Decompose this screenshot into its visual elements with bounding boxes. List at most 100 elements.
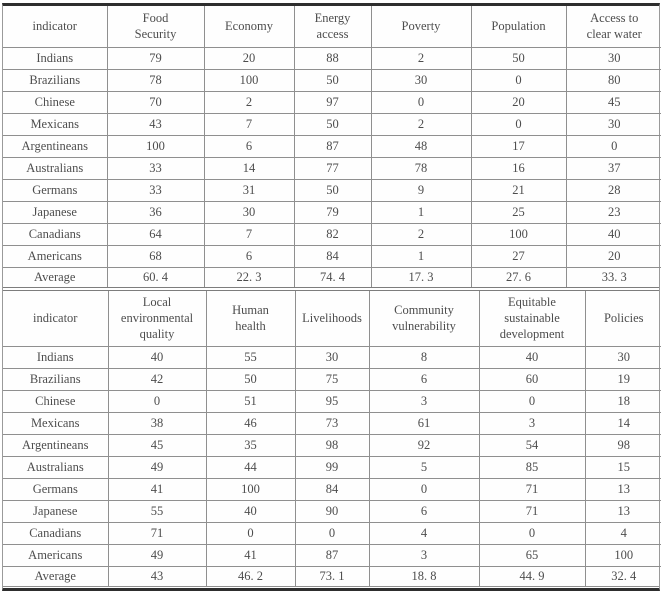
header-cell-indicator: indicator	[2, 290, 109, 347]
table-row: Indians 79 20 88 2 50 30	[2, 46, 661, 70]
value-cell: 55	[107, 499, 207, 523]
value-cell: 64	[106, 222, 205, 246]
value-cell: 49	[107, 543, 207, 567]
average-row: Average 60. 4 22. 3 74. 4 17. 3 27. 6 33. 3	[2, 266, 661, 288]
value-cell: 40	[205, 499, 296, 523]
value-cell: 31	[203, 178, 295, 202]
value-cell: 9	[370, 178, 472, 202]
value-cell: 30	[370, 68, 472, 92]
value-cell: 95	[294, 389, 370, 413]
header-cell: Food Security	[106, 5, 205, 48]
row-label: Americans	[2, 244, 108, 268]
value-cell: 19	[584, 367, 661, 391]
value-cell: 18	[584, 389, 661, 413]
value-cell: 73	[294, 411, 370, 435]
value-cell: 3	[368, 543, 480, 567]
value-cell: 13	[584, 499, 661, 523]
value-cell: 3	[368, 389, 480, 413]
value-cell: 100	[106, 134, 205, 158]
row-label: Australians	[2, 455, 109, 479]
value-cell: 82	[293, 222, 372, 246]
value-cell: 98	[584, 433, 661, 457]
header-cell: Human health	[205, 290, 296, 347]
value-cell: 20	[565, 244, 661, 268]
value-cell: 35	[205, 433, 296, 457]
row-label: Brazilians	[2, 68, 108, 92]
value-cell: 99	[294, 455, 370, 479]
table-row: Americans 68 6 84 1 27 20	[2, 244, 661, 268]
header-row: indicator Food Security Economy Energy acce…	[2, 5, 661, 48]
value-cell: 30	[294, 345, 370, 369]
value-cell: 84	[293, 244, 372, 268]
value-cell: 14	[584, 411, 661, 435]
header-cell: Local environmental quality	[107, 290, 207, 347]
indicator-table-part-1: indicator Food Security Economy Energy acce…	[2, 5, 661, 288]
header-cell: Population	[470, 5, 567, 48]
average-row: Average 43 46. 2 73. 1 18. 8 44. 9 32. 4	[2, 565, 661, 587]
value-cell: 0	[478, 389, 586, 413]
value-cell: 8	[368, 345, 480, 369]
value-cell: 50	[293, 178, 372, 202]
value-cell: 0	[370, 90, 472, 114]
value-cell: 79	[293, 200, 372, 224]
indicator-table-part-2: indicator Local environmental quality Huma…	[2, 290, 661, 587]
value-cell: 71	[107, 521, 207, 545]
row-label: Mexicans	[2, 112, 108, 136]
value-cell: 6	[203, 134, 295, 158]
header-cell: Policies	[584, 290, 661, 347]
value-cell: 22. 3	[203, 266, 295, 288]
indicator-tables-sheet: indicator Food Security Economy Energy acce…	[2, 3, 661, 591]
value-cell: 28	[565, 178, 661, 202]
row-label: Argentineans	[2, 433, 109, 457]
value-cell: 50	[205, 367, 296, 391]
value-cell: 4	[584, 521, 661, 545]
value-cell: 71	[478, 477, 586, 501]
table-row: Chinese 70 2 97 0 20 45	[2, 90, 661, 114]
row-label: Australians	[2, 156, 108, 180]
value-cell: 100	[584, 543, 661, 567]
row-label: Canadians	[2, 521, 109, 545]
value-cell: 6	[368, 367, 480, 391]
table-row: Japanese 36 30 79 1 25 23	[2, 200, 661, 224]
value-cell: 44	[205, 455, 296, 479]
value-cell: 100	[205, 477, 296, 501]
value-cell: 0	[107, 389, 207, 413]
value-cell: 84	[294, 477, 370, 501]
value-cell: 88	[293, 46, 372, 70]
value-cell: 20	[470, 90, 567, 114]
value-cell: 0	[565, 134, 661, 158]
value-cell: 18. 8	[368, 565, 480, 587]
value-cell: 17. 3	[370, 266, 472, 288]
value-cell: 37	[565, 156, 661, 180]
value-cell: 36	[106, 200, 205, 224]
value-cell: 42	[107, 367, 207, 391]
value-cell: 70	[106, 90, 205, 114]
value-cell: 54	[478, 433, 586, 457]
value-cell: 30	[565, 112, 661, 136]
value-cell: 100	[203, 68, 295, 92]
value-cell: 50	[293, 68, 372, 92]
value-cell: 30	[565, 46, 661, 70]
value-cell: 0	[478, 521, 586, 545]
value-cell: 13	[584, 477, 661, 501]
row-label: Average	[2, 266, 108, 288]
value-cell: 0	[294, 521, 370, 545]
row-label: Chinese	[2, 389, 109, 413]
value-cell: 33. 3	[565, 266, 661, 288]
header-cell: Energy access	[293, 5, 372, 48]
table-row: Germans 41 100 84 0 71 13	[2, 477, 661, 501]
table-row: Canadians 71 0 0 4 0 4	[2, 521, 661, 545]
value-cell: 27	[470, 244, 567, 268]
table-row: Canadians 64 7 82 2 100 40	[2, 222, 661, 246]
value-cell: 46	[205, 411, 296, 435]
value-cell: 40	[107, 345, 207, 369]
value-cell: 60. 4	[106, 266, 205, 288]
value-cell: 4	[368, 521, 480, 545]
value-cell: 97	[293, 90, 372, 114]
value-cell: 98	[294, 433, 370, 457]
value-cell: 2	[370, 112, 472, 136]
value-cell: 6	[368, 499, 480, 523]
value-cell: 51	[205, 389, 296, 413]
value-cell: 75	[294, 367, 370, 391]
row-label: Canadians	[2, 222, 108, 246]
